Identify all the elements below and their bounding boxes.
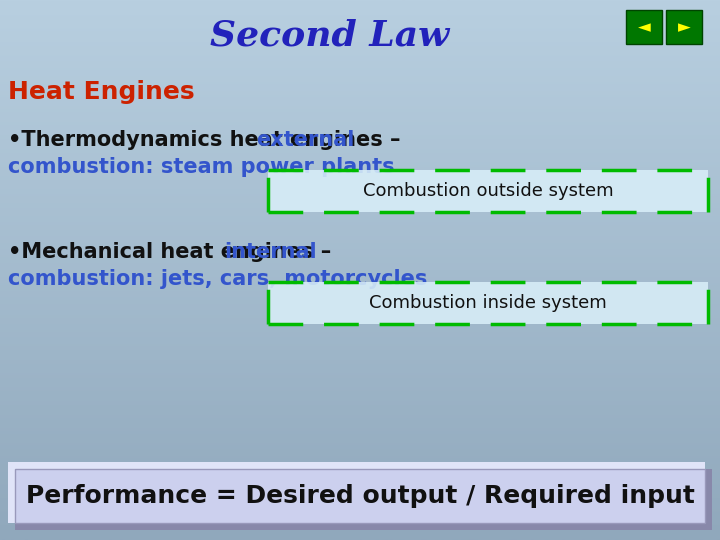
Text: Performance = Desired output / Required input: Performance = Desired output / Required … bbox=[26, 484, 694, 508]
Text: combustion: steam power plants: combustion: steam power plants bbox=[8, 157, 395, 177]
Text: •Mechanical heat engines –: •Mechanical heat engines – bbox=[8, 242, 338, 262]
Polygon shape bbox=[8, 462, 705, 523]
Text: ►: ► bbox=[678, 18, 690, 36]
Text: ◄: ◄ bbox=[638, 18, 650, 36]
Text: combustion: jets, cars, motorcycles: combustion: jets, cars, motorcycles bbox=[8, 269, 428, 289]
Text: Combustion inside system: Combustion inside system bbox=[369, 294, 607, 312]
FancyBboxPatch shape bbox=[268, 282, 708, 324]
Text: •Thermodynamics heat engines –: •Thermodynamics heat engines – bbox=[8, 130, 408, 150]
FancyBboxPatch shape bbox=[15, 469, 705, 523]
Text: internal: internal bbox=[224, 242, 317, 262]
FancyBboxPatch shape bbox=[666, 10, 702, 44]
FancyBboxPatch shape bbox=[268, 170, 708, 212]
Text: Second Law: Second Law bbox=[210, 18, 449, 52]
Polygon shape bbox=[15, 469, 712, 530]
FancyBboxPatch shape bbox=[626, 10, 662, 44]
Text: Heat Engines: Heat Engines bbox=[8, 80, 194, 104]
Text: Combustion outside system: Combustion outside system bbox=[363, 182, 613, 200]
Text: external: external bbox=[256, 130, 354, 150]
